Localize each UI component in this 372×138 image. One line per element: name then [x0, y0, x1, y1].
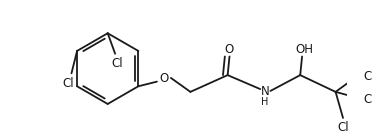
Text: Cl: Cl: [111, 57, 123, 71]
Text: Cl: Cl: [62, 77, 74, 90]
Text: N: N: [260, 85, 269, 98]
Text: Cl: Cl: [363, 93, 372, 106]
Text: O: O: [160, 72, 169, 85]
Text: Cl: Cl: [363, 70, 372, 83]
Text: O: O: [225, 43, 234, 56]
Text: H: H: [261, 97, 269, 107]
Text: OH: OH: [295, 43, 313, 56]
Text: Cl: Cl: [337, 121, 349, 134]
